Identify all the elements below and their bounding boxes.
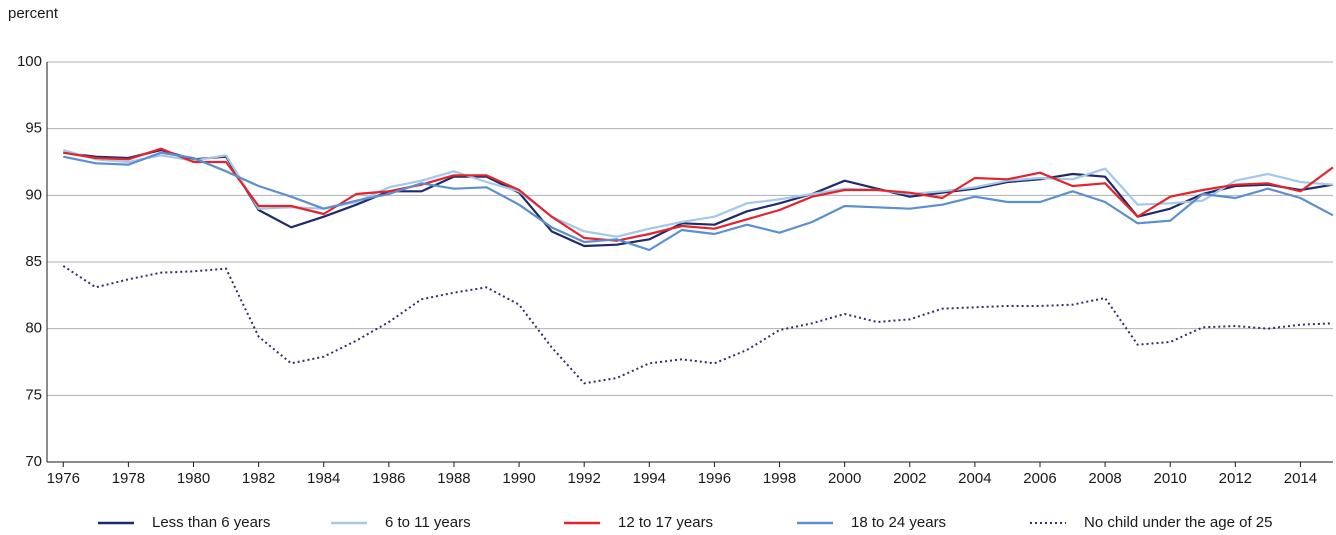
x-tick-label: 1998 — [763, 470, 796, 487]
x-tick-label: 1984 — [307, 470, 340, 487]
x-tick-label: 1978 — [112, 470, 145, 487]
x-tick-label: 1980 — [177, 470, 210, 487]
legend-label: 18 to 24 years — [851, 514, 946, 531]
series-line — [62, 265, 1334, 385]
x-tick-label: 2008 — [1088, 470, 1121, 487]
x-tick-label: 1996 — [698, 470, 731, 487]
y-tick-label: 95 — [25, 120, 42, 137]
x-tick-label: 1982 — [242, 470, 275, 487]
x-tick-label: 1990 — [502, 470, 535, 487]
legend-label: 12 to 17 years — [618, 514, 713, 531]
legend-label: No child under the age of 25 — [1084, 514, 1272, 531]
y-tick-label: 85 — [25, 253, 42, 270]
y-tick-label: 100 — [17, 53, 42, 70]
x-tick-label: 1986 — [372, 470, 405, 487]
x-tick-label: 1988 — [437, 470, 470, 487]
x-tick-label: 1994 — [633, 470, 666, 487]
series-line — [63, 151, 1334, 252]
x-tick-label: 1992 — [568, 470, 601, 487]
x-tick-label: 1976 — [47, 470, 80, 487]
series-line — [63, 147, 1334, 242]
series-line — [62, 148, 1334, 238]
series-line — [63, 148, 1334, 248]
legend-label: 6 to 11 years — [385, 514, 471, 531]
x-tick-label: 2014 — [1284, 470, 1317, 487]
x-tick-label: 2004 — [958, 470, 991, 487]
x-tick-label: 2006 — [1023, 470, 1056, 487]
y-tick-label: 70 — [25, 453, 42, 470]
x-tick-label: 2010 — [1154, 470, 1187, 487]
y-tick-label: 80 — [25, 320, 42, 337]
y-tick-label: 75 — [25, 386, 42, 403]
legend-label: Less than 6 years — [152, 514, 270, 531]
x-tick-label: 2000 — [828, 470, 861, 487]
x-tick-label: 2012 — [1219, 470, 1252, 487]
x-tick-label: 2002 — [893, 470, 926, 487]
y-tick-label: 90 — [25, 186, 42, 203]
y-axis-label: percent — [8, 5, 59, 22]
